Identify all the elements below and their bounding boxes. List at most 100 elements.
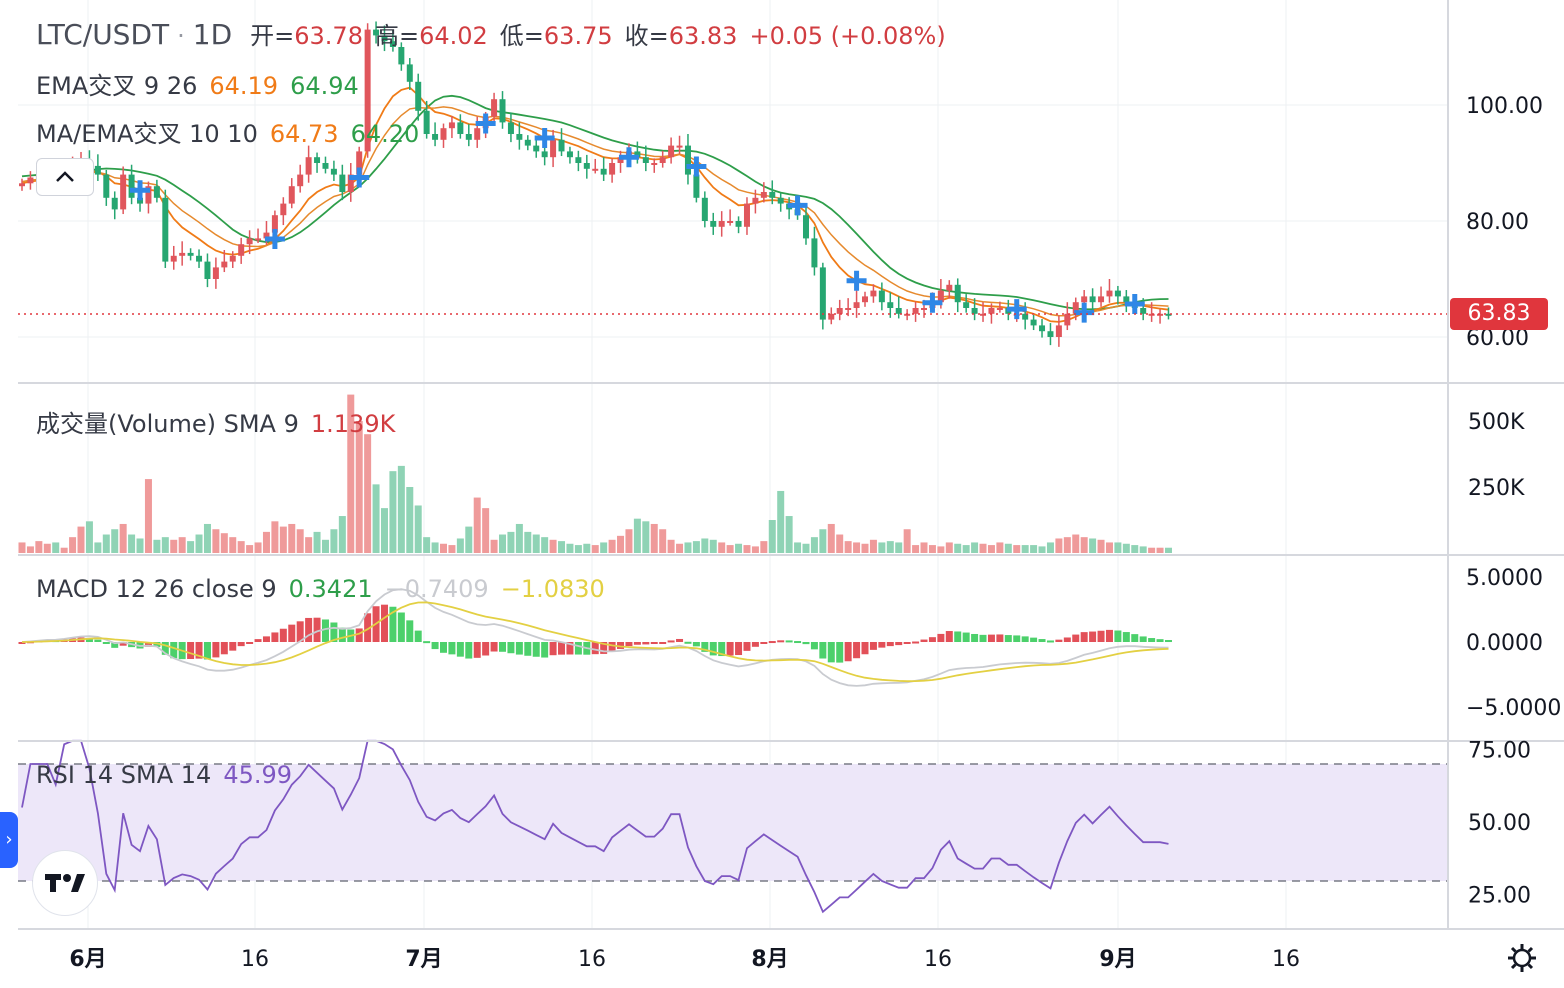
macd-bar [878, 642, 886, 648]
volume-bar [895, 542, 903, 553]
macd-bar [726, 642, 734, 656]
high-value: 64.02 [419, 22, 488, 50]
time-tick-label: 6月 [69, 947, 106, 972]
macd-bar [1122, 632, 1130, 642]
macd-bar [1030, 637, 1038, 642]
time-tick-label: 16 [924, 947, 952, 972]
candle-body [760, 192, 767, 198]
volume-bar [996, 542, 1004, 553]
tradingview-logo-icon[interactable] [32, 850, 98, 916]
macd-bar [321, 619, 329, 642]
candle-body [583, 163, 590, 169]
volume-bar [903, 529, 911, 553]
macd-bar [853, 642, 861, 659]
macd-bar [448, 642, 456, 655]
candle-body [297, 174, 304, 187]
macd-bar [692, 642, 700, 647]
macd-bar [1072, 634, 1080, 642]
volume-bar [819, 529, 827, 553]
volume-bar [642, 521, 650, 553]
candle-body [735, 221, 742, 227]
volume-bar [718, 542, 726, 553]
low-value: 63.75 [543, 22, 613, 50]
candle-body [600, 168, 607, 175]
macd-bar [541, 642, 549, 658]
macd-bar [515, 642, 523, 655]
volume-bar [971, 542, 979, 553]
volume-bar [1164, 547, 1172, 553]
candle-body [1081, 296, 1088, 303]
candle-body [954, 284, 961, 303]
volume-bar [338, 516, 346, 553]
volume-bar [397, 465, 405, 553]
candle-body [853, 302, 860, 308]
volume-bar [676, 543, 684, 553]
volume-bar [558, 541, 566, 553]
macd-bar [532, 642, 540, 657]
macd-bar [1080, 632, 1088, 642]
candle-body [727, 221, 734, 223]
volume-bar [912, 545, 920, 553]
candle-body [103, 174, 110, 198]
candle-body [145, 186, 152, 204]
candle-body [1039, 325, 1046, 332]
macd-legend[interactable]: MACD 12 26 close 9 0.3421 −0.7409 −1.0830 [36, 575, 605, 603]
volume-bar [650, 523, 658, 553]
volume-bar [482, 508, 490, 553]
macd-bar [667, 640, 675, 643]
candle-body [802, 215, 809, 239]
candle-body [170, 255, 177, 262]
price-tick-label: 100.00 [1466, 94, 1543, 119]
volume-bar [743, 545, 751, 553]
symbol-name[interactable]: LTC/USDT [36, 18, 170, 51]
macd-bar [507, 642, 515, 654]
macd-bar [642, 642, 650, 645]
price-tick-label: 60.00 [1466, 326, 1529, 351]
volume-bar [347, 394, 355, 553]
macd-bar [1139, 636, 1147, 642]
chevron-right-icon[interactable]: › [0, 812, 18, 868]
candle-body [389, 41, 396, 47]
volume-bar [246, 545, 254, 553]
macd-bar [979, 634, 987, 642]
candle-body [684, 145, 691, 175]
candle-body [229, 255, 236, 262]
macd-bar [305, 617, 313, 642]
macd-bar [482, 642, 490, 656]
collapse-legend-button[interactable] [36, 158, 94, 196]
macd-bar [465, 642, 473, 659]
volume-bar [1114, 542, 1122, 553]
close-value: 63.83 [668, 22, 738, 50]
candle-body [474, 128, 481, 140]
volume-bar [372, 484, 380, 553]
rsi-line [21, 739, 1169, 914]
ema-cross-legend[interactable]: EMA交叉 9 26 64.19 64.94 [36, 72, 359, 100]
volume-bar [60, 547, 68, 553]
macd-bar [785, 640, 793, 643]
macd-bar [743, 642, 751, 651]
macd-bar [313, 617, 321, 642]
macd-bar [718, 642, 726, 657]
volume-bar [954, 543, 962, 553]
volume-bar [1072, 534, 1080, 553]
macd-bar [237, 642, 245, 647]
volume-bar [136, 538, 144, 553]
macd-bar [85, 638, 93, 642]
volume-legend[interactable]: 成交量(Volume) SMA 9 1.139K [36, 410, 396, 438]
candle-body [524, 139, 531, 146]
interval[interactable]: 1D [192, 18, 233, 51]
gear-icon[interactable] [1506, 942, 1538, 974]
candle-body [507, 122, 514, 134]
price-tick-label: 80.00 [1466, 210, 1529, 235]
rsi-legend[interactable]: RSI 14 SMA 14 45.99 [36, 761, 293, 789]
candle-body [415, 81, 422, 111]
volume-bar [802, 543, 810, 553]
ma-ema-cross-legend[interactable]: MA/EMA交叉 10 10 64.73 64.20 [36, 120, 420, 148]
macd-bar [364, 613, 372, 642]
macd-bar [954, 631, 962, 642]
macd-bar [144, 642, 152, 647]
candle-body [1089, 296, 1096, 303]
volume-bar [735, 543, 743, 553]
